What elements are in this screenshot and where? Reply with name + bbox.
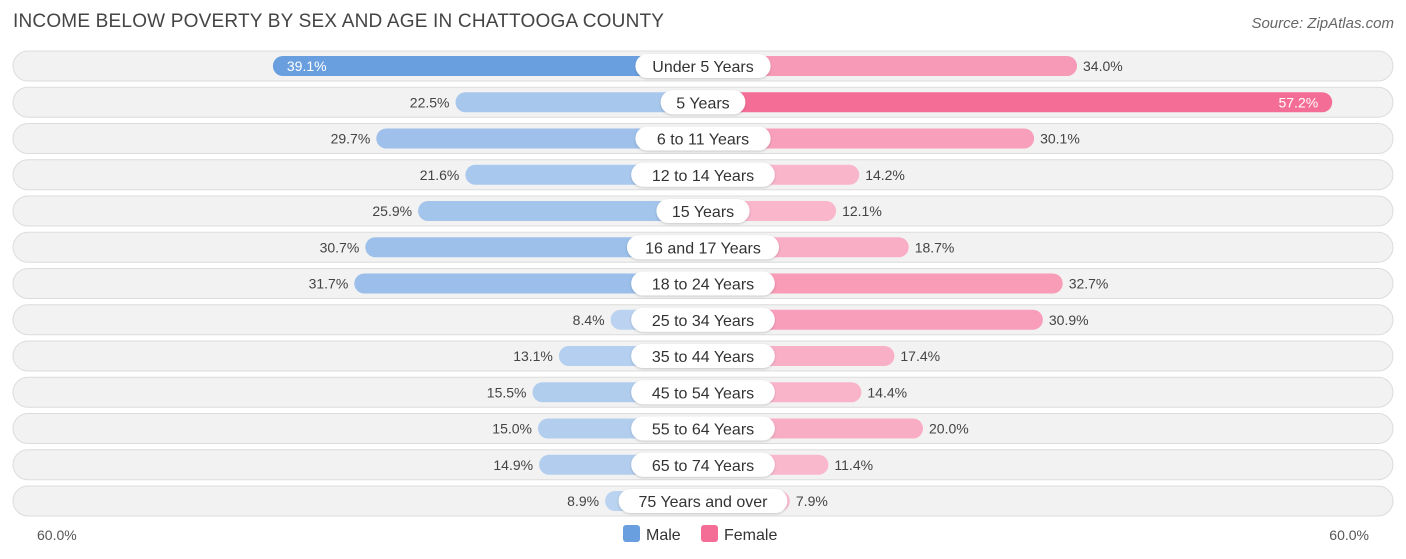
category-label: 5 Years [676,95,729,112]
chart-row: 25.9% 12.1% 15 Years [12,195,1394,227]
category-pill [627,235,779,260]
category-label: Under 5 Years [652,59,753,76]
value-label-male: 15.0% [492,421,532,437]
value-label-female: 12.1% [842,203,882,219]
value-label-male: 39.1% [287,58,327,74]
category-label: 25 to 34 Years [652,313,754,330]
category-label: 45 to 54 Years [652,385,754,402]
legend-label-female: Female [724,527,777,544]
chart-row: 8.4% 30.9% 25 to 34 Years [12,304,1394,336]
value-label-female: 11.4% [834,457,873,473]
value-label-male: 14.9% [493,457,533,473]
bar-male [365,237,703,258]
chart-row: 30.7% 18.7% 16 and 17 Years [12,231,1394,263]
bar-female [703,273,1063,294]
category-label: 75 Years and over [639,494,769,511]
bar-male [376,128,703,149]
value-label-male: 22.5% [410,94,450,110]
value-label-female: 17.4% [900,348,940,364]
category-pill [631,162,775,187]
value-label-female: 34.0% [1083,58,1123,74]
value-label-female: 30.1% [1040,131,1080,147]
value-label-male: 31.7% [309,276,349,292]
chart-row: 39.1% 34.0% Under 5 Years [12,50,1394,82]
value-label-female: 14.2% [865,167,905,183]
category-pill [618,489,788,513]
category-pill [656,199,750,223]
category-label: 65 to 74 Years [652,458,754,475]
legend-swatch-female [701,525,718,542]
value-label-female: 57.2% [1278,94,1318,110]
bar-female [703,309,1043,330]
category-label: 6 to 11 Years [657,132,749,149]
category-label: 35 to 44 Years [652,349,754,366]
chart-row: 13.1% 17.4% 35 to 44 Years [12,340,1394,372]
chart-title: INCOME BELOW POVERTY BY SEX AND AGE IN C… [13,11,665,32]
legend-swatch-male [623,525,640,542]
category-pill [635,54,771,78]
category-pill [631,380,775,405]
bar-male [418,201,703,221]
value-label-male: 29.7% [331,131,371,147]
chart-row: 14.9% 11.4% 65 to 74 Years [12,449,1394,481]
category-label: 12 to 14 Years [652,168,754,185]
category-pill [631,416,775,441]
category-pill [635,126,771,151]
bar-female [703,92,1333,113]
value-label-male: 21.6% [420,167,460,183]
category-label: 55 to 64 Years [652,422,754,439]
value-label-male: 8.9% [567,493,599,509]
category-pill [631,452,775,477]
chart-row: 31.7% 32.7% 18 to 24 Years [12,268,1394,299]
value-label-male: 8.4% [573,312,605,328]
value-label-female: 20.0% [929,421,969,437]
category-pill [631,344,775,368]
category-label: 16 and 17 Years [645,240,761,257]
source-credit: Source: ZipAtlas.com [1251,15,1394,32]
chart-row: 8.9% 7.9% 75 Years and over [12,485,1394,517]
legend-label-male: Male [646,527,681,544]
category-pill [660,90,746,115]
chart-row: 15.0% 20.0% 55 to 64 Years [12,413,1394,444]
value-label-male: 30.7% [320,239,360,255]
value-label-male: 15.5% [487,384,527,400]
value-label-male: 25.9% [372,203,412,219]
bar-male [272,56,703,76]
value-label-female: 14.4% [867,384,907,400]
value-label-female: 7.9% [796,493,828,509]
chart-row: 15.5% 14.4% 45 to 54 Years [12,376,1394,408]
bar-male [354,273,703,294]
value-label-male: 13.1% [513,348,553,364]
chart-row: 22.5% 57.2% 5 Years [12,86,1394,118]
value-label-female: 18.7% [915,239,955,255]
axis-min-label: 60.0% [37,527,77,543]
value-label-female: 32.7% [1069,276,1109,292]
chart-row: 21.6% 14.2% 12 to 14 Years [12,159,1394,191]
category-label: 15 Years [672,204,734,221]
category-pill [631,307,775,332]
bar-male [455,92,703,113]
value-label-female: 30.9% [1049,312,1089,328]
bar-female [703,56,1077,76]
legend: Male Female [623,525,777,544]
chart-row: 29.7% 30.1% 6 to 11 Years [12,123,1394,154]
category-pill [631,271,775,296]
bar-female [703,128,1035,149]
category-label: 18 to 24 Years [652,277,754,294]
axis-max-label: 60.0% [1329,527,1369,543]
